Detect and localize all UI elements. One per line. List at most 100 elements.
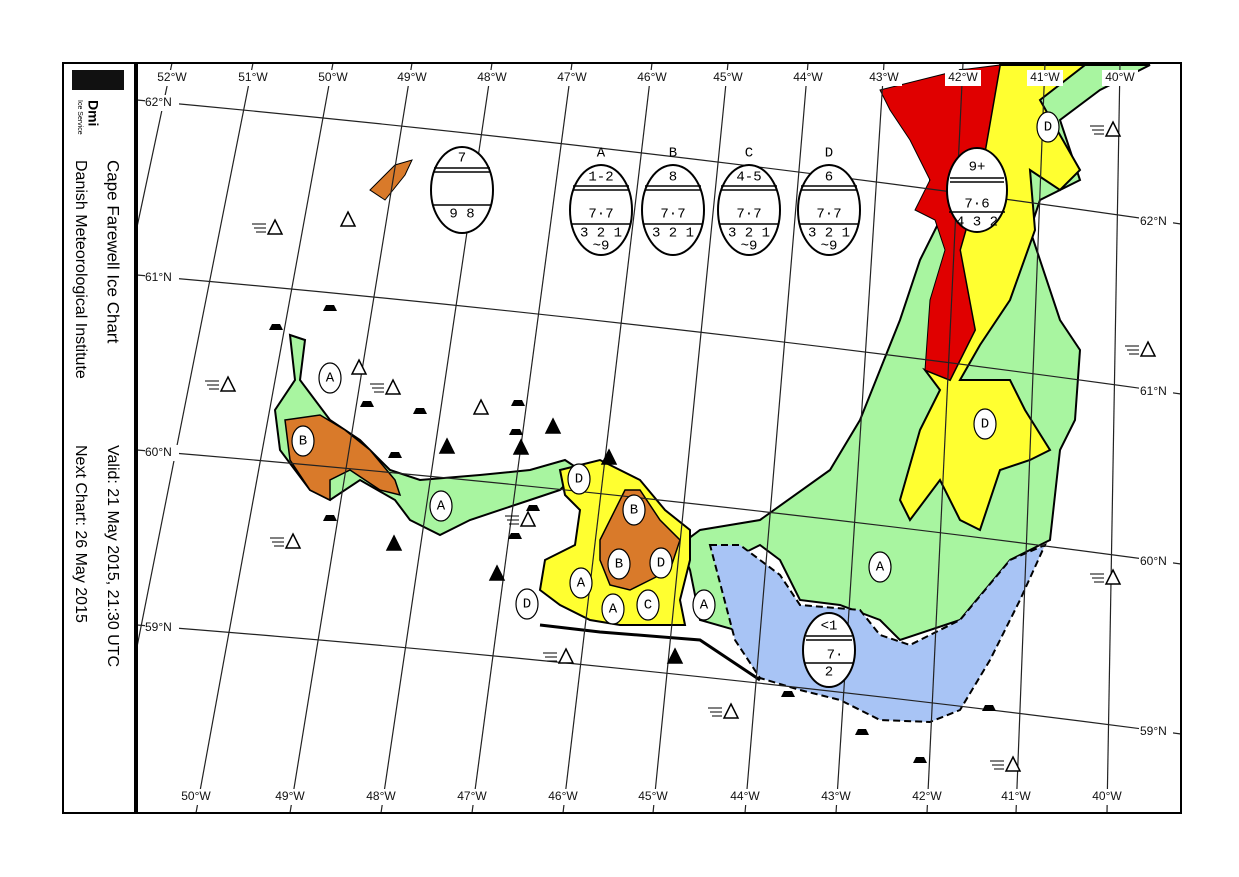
label-bg bbox=[634, 70, 670, 86]
egg-stage: 4 3 2 bbox=[956, 215, 998, 231]
bottom-lon-label: 49°W bbox=[275, 789, 305, 803]
egg-id: B bbox=[669, 146, 677, 162]
parallel bbox=[137, 99, 1181, 225]
egg-partial: 7·7 bbox=[816, 207, 841, 223]
region-label: D bbox=[657, 556, 665, 572]
label-bg bbox=[818, 789, 854, 805]
region-oval bbox=[291, 425, 315, 457]
label-bg bbox=[945, 70, 981, 86]
egg-stage: 9 8 bbox=[449, 207, 474, 223]
logo-sub: Ice Service bbox=[76, 100, 83, 135]
bottom-lon-label: 41°W bbox=[1001, 789, 1031, 803]
label-bg bbox=[1027, 70, 1063, 86]
iceberg-triangle bbox=[512, 438, 530, 455]
ice-zone-blue bbox=[708, 543, 1047, 724]
egg-code bbox=[641, 164, 705, 256]
right-lat-label: 59°N bbox=[1140, 724, 1167, 738]
egg-code bbox=[802, 612, 856, 688]
top-lon-label: 42°W bbox=[948, 70, 978, 84]
egg-form: ~9 bbox=[593, 239, 610, 255]
label-bg bbox=[363, 789, 399, 805]
open-triangle bbox=[339, 210, 357, 227]
label-bg bbox=[235, 70, 271, 86]
ice-zone-red bbox=[879, 64, 1001, 381]
right-lat-label: 60°N bbox=[1140, 554, 1167, 568]
iceberg-triangle bbox=[385, 534, 403, 551]
region-oval bbox=[973, 408, 997, 440]
label-bg bbox=[998, 789, 1034, 805]
label-bg bbox=[554, 70, 590, 86]
egg-total: 1-2 bbox=[588, 170, 613, 186]
label-bg bbox=[635, 789, 671, 805]
bergy-bit bbox=[913, 757, 927, 763]
label-bg bbox=[866, 70, 902, 86]
egg-form: ~9 bbox=[741, 239, 758, 255]
region-oval bbox=[601, 593, 625, 625]
region-label: B bbox=[299, 434, 307, 450]
meridian bbox=[1015, 63, 1046, 813]
region-oval bbox=[607, 548, 631, 580]
egg-form: ~9 bbox=[821, 239, 838, 255]
bottom-lon-label: 40°W bbox=[1092, 789, 1122, 803]
label-bg bbox=[710, 70, 746, 86]
top-lon-label: 48°W bbox=[477, 70, 507, 84]
top-lon-label: 45°W bbox=[713, 70, 743, 84]
region-oval bbox=[649, 547, 673, 579]
top-lon-label: 44°W bbox=[793, 70, 823, 84]
label-bg bbox=[272, 789, 308, 805]
top-lon-label: 51°W bbox=[238, 70, 268, 84]
bergy-bit bbox=[781, 691, 795, 697]
region-label: B bbox=[630, 503, 638, 519]
region-oval bbox=[868, 551, 892, 583]
bottom-lon-label: 48°W bbox=[366, 789, 396, 803]
egg-id: A bbox=[597, 146, 606, 162]
bergy-bit bbox=[413, 408, 427, 414]
label-bg bbox=[1139, 384, 1173, 400]
label-bg bbox=[154, 70, 190, 86]
egg-stage: 3 2 1 bbox=[808, 226, 850, 242]
bergy-bit bbox=[526, 505, 540, 511]
meridian bbox=[1106, 63, 1121, 813]
bergy-bit bbox=[508, 533, 522, 539]
top-lon-label: 47°W bbox=[557, 70, 587, 84]
bergy-bit bbox=[509, 429, 523, 435]
bottom-lon-label: 42°W bbox=[912, 789, 942, 803]
label-bg bbox=[1139, 214, 1173, 230]
label-bg bbox=[145, 620, 179, 636]
bergy-bit bbox=[388, 452, 402, 458]
region-oval bbox=[622, 494, 646, 526]
next-chart: Next Chart: 26 May 2015 bbox=[72, 445, 89, 623]
open-triangle bbox=[384, 378, 402, 395]
open-triangle bbox=[266, 218, 284, 235]
region-label: D bbox=[981, 417, 989, 433]
iceberg-triangle bbox=[600, 448, 618, 465]
label-bg bbox=[454, 789, 490, 805]
map: 52°W 51°W 50°W 49°W 48°W 47°W 46°W 45°W 44°W 43°W… bbox=[137, 63, 1181, 813]
iceberg-triangle bbox=[488, 564, 506, 581]
valid-time: Valid: 21 May 2015, 21:30 UTC bbox=[104, 445, 121, 667]
region-oval bbox=[1036, 111, 1060, 143]
label-bg bbox=[1089, 789, 1125, 805]
meridian bbox=[835, 63, 885, 813]
parallel bbox=[137, 274, 1181, 395]
left-lat-label: 60°N bbox=[145, 445, 172, 459]
open-triangle bbox=[1004, 755, 1022, 772]
top-lon-label: 52°W bbox=[157, 70, 187, 84]
egg-stage: 2 bbox=[825, 665, 833, 681]
egg-id: D bbox=[825, 146, 833, 162]
bottom-lon-label: 46°W bbox=[548, 789, 578, 803]
open-triangle bbox=[1104, 568, 1122, 585]
label-bg bbox=[909, 789, 945, 805]
meridian bbox=[652, 63, 729, 813]
label-bg bbox=[145, 270, 179, 286]
graticule: 52°W 51°W 50°W 49°W 48°W 47°W 46°W 45°W 44°W 43°W… bbox=[137, 63, 1181, 813]
iceberg-triangle bbox=[438, 437, 456, 454]
label-bg bbox=[178, 789, 214, 805]
region-oval bbox=[636, 589, 660, 621]
bergy-bit bbox=[323, 515, 337, 521]
egg-total: 9+ bbox=[969, 160, 986, 176]
label-bg bbox=[790, 70, 826, 86]
top-lon-label: 49°W bbox=[397, 70, 427, 84]
bottom-lon-label: 50°W bbox=[181, 789, 211, 803]
